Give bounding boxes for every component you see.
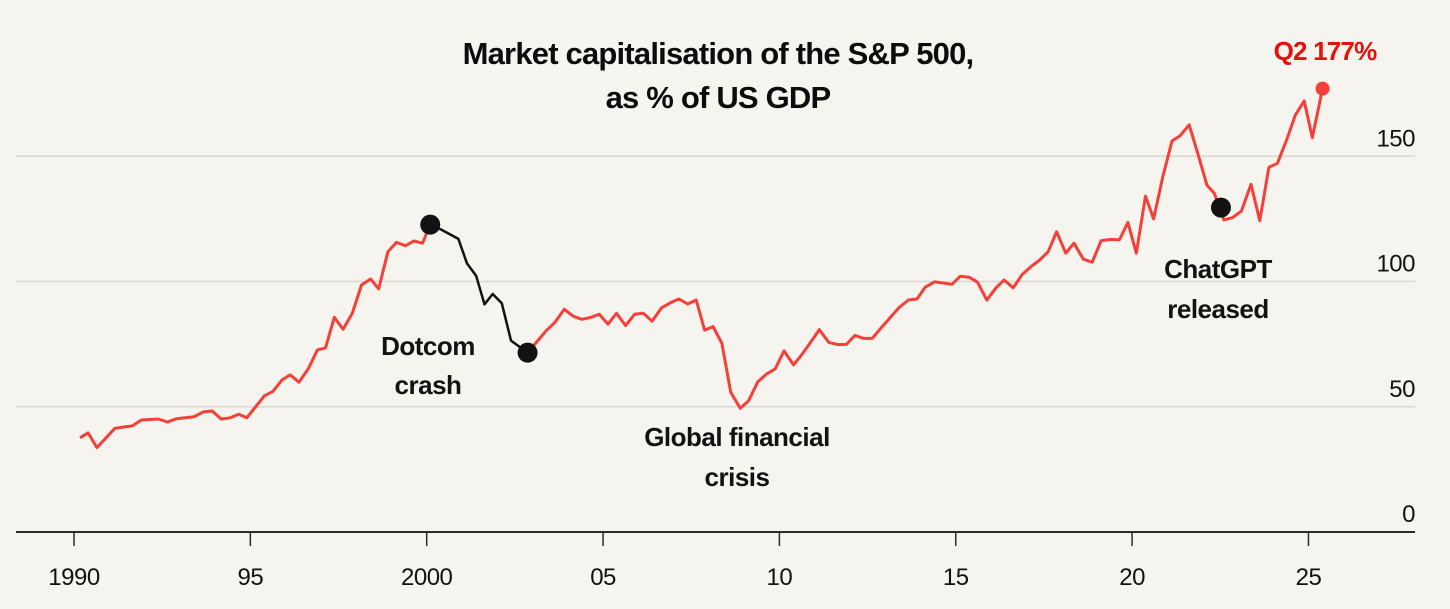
annotation-dotcom-line-1: Dotcom (381, 331, 475, 361)
chart-title-line-1: Market capitalisation of the S&P 500, (463, 36, 974, 71)
gridlines (16, 155, 1415, 408)
annotation-chatgpt-line-2: released (1167, 294, 1269, 324)
x-tick-label: 25 (1296, 564, 1322, 591)
dotcom-crash-segment (429, 223, 529, 354)
annotation-chatgpt-line-1: ChatGPT (1164, 254, 1272, 284)
latest-value-label: Q2 177% (1274, 36, 1377, 66)
annotation-dotcom-line-2: crash (395, 370, 462, 400)
annotation-gfc-line-1: Global financial (644, 422, 830, 452)
event-marker (1210, 197, 1231, 218)
event-marker (420, 214, 441, 235)
latest-point-marker (1315, 81, 1330, 96)
y-tick-label: 50 (1389, 376, 1415, 403)
x-tick-label: 2000 (401, 564, 453, 591)
y-axis-ticks: 0 50 100 150 (1376, 125, 1415, 528)
x-tick-label: 05 (590, 564, 616, 591)
chart-title-line-2: as % of US GDP (606, 80, 831, 115)
annotation-gfc-line-2: crisis (705, 462, 770, 492)
x-tick-label: 95 (237, 564, 263, 591)
markers-group (420, 81, 1330, 363)
x-tick-label: 15 (943, 564, 969, 591)
x-tick-label: 10 (767, 564, 793, 591)
series-line-segment (526, 88, 1325, 410)
y-tick-label: 150 (1376, 125, 1415, 152)
series-line-segment (79, 224, 432, 450)
x-tick-label: 1990 (48, 564, 100, 591)
series-group (79, 88, 1325, 450)
x-tick-label: 20 (1119, 564, 1145, 591)
y-tick-label: 0 (1402, 501, 1415, 528)
y-tick-label: 100 (1376, 251, 1415, 278)
x-axis-ticks: 1990 95 2000 05 10 15 20 25 (48, 532, 1322, 591)
event-marker (517, 342, 538, 363)
